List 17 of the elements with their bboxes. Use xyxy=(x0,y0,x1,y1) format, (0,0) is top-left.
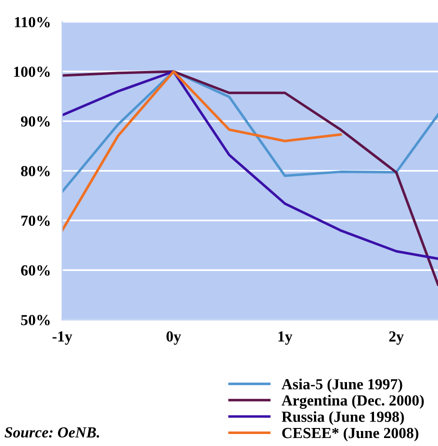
y-tick-label: 80% xyxy=(21,166,50,176)
legend-label: Argentina (Dec. 2000) xyxy=(282,394,424,409)
x-tick-label: 1y xyxy=(278,331,292,345)
y-tick-label: 90% xyxy=(20,116,50,127)
y-tick-label: 60% xyxy=(21,265,50,276)
legend-label: Russia (June 1998) xyxy=(282,411,404,426)
y-tick-label: 70% xyxy=(21,216,50,226)
x-tick-label: -1y xyxy=(52,331,72,345)
x-tick-label: 2y xyxy=(389,331,404,345)
legend-label: CESEE* (June 2008) xyxy=(282,427,418,442)
source-note: Source: OeNB. xyxy=(4,427,100,438)
legend-label: Asia-5 (June 1997) xyxy=(282,378,402,392)
y-tick-label: 100% xyxy=(14,66,50,78)
line-series xyxy=(62,70,342,232)
y-tick-label: 110% xyxy=(14,16,50,28)
y-tick-label: 50% xyxy=(21,314,50,326)
x-tick-label: 0y xyxy=(166,331,182,345)
